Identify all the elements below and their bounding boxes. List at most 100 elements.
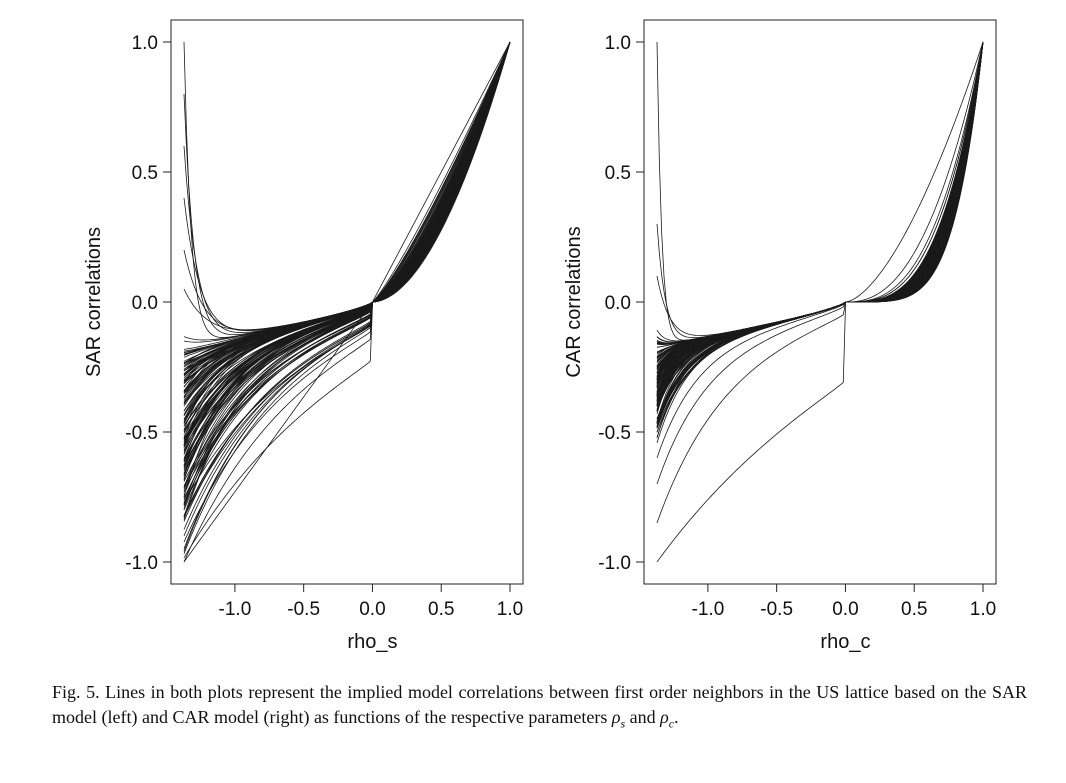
y-axis-label: SAR correlations	[83, 227, 105, 377]
figure: -1.0 -0.5 0.0 0.5 1.0 -1.0 -0.5 0.0 0.5 1.0 rho_s S…	[83, 19, 997, 653]
series-line	[656, 41, 984, 344]
series-line	[183, 41, 511, 563]
series-line	[656, 41, 984, 386]
x-tick-label: 1.0	[970, 599, 996, 620]
series-line	[183, 41, 511, 446]
series-line	[656, 41, 984, 386]
series-line	[183, 41, 511, 462]
series-line	[183, 41, 511, 384]
plot-frame	[643, 19, 997, 585]
series-line	[656, 41, 984, 426]
series-line	[656, 41, 984, 387]
series-line	[656, 41, 984, 377]
series-line	[183, 41, 511, 504]
series-line	[183, 41, 511, 375]
x-axis-label: rho_c	[820, 631, 870, 653]
series-line	[183, 41, 511, 364]
series-line	[183, 41, 511, 492]
x-tick-label: 1.0	[497, 599, 523, 620]
series-line	[656, 41, 984, 368]
series-line	[183, 41, 511, 537]
series-line	[183, 41, 511, 448]
series-line	[183, 41, 511, 424]
series-line	[183, 41, 511, 343]
x-tick-label: -1.0	[692, 599, 725, 620]
x-tick-label: 0.0	[359, 599, 385, 620]
series-line	[656, 41, 984, 373]
series-line	[183, 41, 511, 518]
series-line	[656, 41, 984, 427]
series-line	[183, 41, 511, 355]
car-plot: -1.0 -0.5 0.0 0.5 1.0 -1.0 -0.5 0.0 0.5 1.0 rho_c C…	[563, 19, 997, 653]
y-tick-label: -1.0	[598, 553, 631, 574]
series-lines	[656, 41, 984, 563]
series-line	[656, 41, 984, 348]
series-line	[183, 41, 511, 517]
series-line	[656, 41, 984, 359]
series-line	[656, 41, 984, 344]
series-line	[656, 41, 984, 375]
y-tick-label: 1.0	[132, 33, 158, 54]
series-line	[656, 41, 984, 563]
series-line	[656, 41, 984, 342]
series-line	[656, 41, 984, 359]
series-line	[183, 41, 511, 461]
series-line	[183, 41, 511, 496]
x-tick-label: -0.5	[760, 599, 793, 620]
series-line	[183, 41, 511, 341]
series-line	[183, 41, 511, 554]
series-line	[656, 41, 984, 345]
series-line	[656, 41, 984, 386]
series-line	[656, 41, 984, 343]
y-tick-label: 0.0	[132, 293, 158, 314]
series-line	[656, 41, 984, 368]
series-line	[656, 41, 984, 373]
series-line	[183, 41, 511, 356]
series-line	[656, 41, 984, 355]
series-line	[656, 41, 984, 423]
series-line	[656, 41, 984, 361]
series-line	[183, 41, 511, 476]
series-line	[656, 41, 984, 348]
series-line	[183, 41, 511, 376]
y-axis-label: CAR correlations	[563, 226, 585, 377]
series-lines	[183, 41, 511, 563]
series-line	[183, 41, 511, 352]
series-line	[656, 41, 984, 354]
series-line	[656, 41, 984, 339]
series-line	[183, 41, 511, 423]
series-line	[656, 41, 984, 404]
series-line	[183, 41, 511, 493]
series-line	[183, 41, 511, 350]
plot-frame	[170, 19, 524, 585]
series-line	[183, 41, 511, 530]
series-line	[656, 41, 984, 345]
x-tick-label: -0.5	[287, 599, 320, 620]
series-line	[656, 41, 984, 343]
y-tick-label: 0.5	[605, 163, 631, 184]
series-line	[183, 41, 511, 552]
series-line	[656, 41, 984, 364]
series-line	[656, 41, 984, 379]
series-line	[656, 41, 984, 420]
series-line	[183, 41, 511, 517]
caption-rho-c: ρc	[660, 707, 675, 731]
series-line	[656, 41, 984, 370]
series-line	[656, 41, 984, 428]
series-line	[183, 41, 511, 356]
series-line	[183, 41, 511, 336]
x-tick-label: -1.0	[219, 599, 252, 620]
series-line	[183, 41, 511, 427]
series-line	[656, 41, 984, 374]
series-line	[183, 41, 511, 375]
series-line	[656, 41, 984, 346]
series-line	[656, 41, 984, 415]
series-line	[656, 41, 984, 373]
y-tick-label: -0.5	[125, 423, 158, 444]
series-line	[183, 41, 511, 488]
series-line	[183, 41, 511, 453]
series-line	[656, 41, 984, 485]
y-tick-label: -1.0	[125, 553, 158, 574]
x-tick-label: 0.5	[428, 599, 454, 620]
figure-caption: Fig. 5. Lines in both plots represent th…	[52, 680, 1027, 737]
